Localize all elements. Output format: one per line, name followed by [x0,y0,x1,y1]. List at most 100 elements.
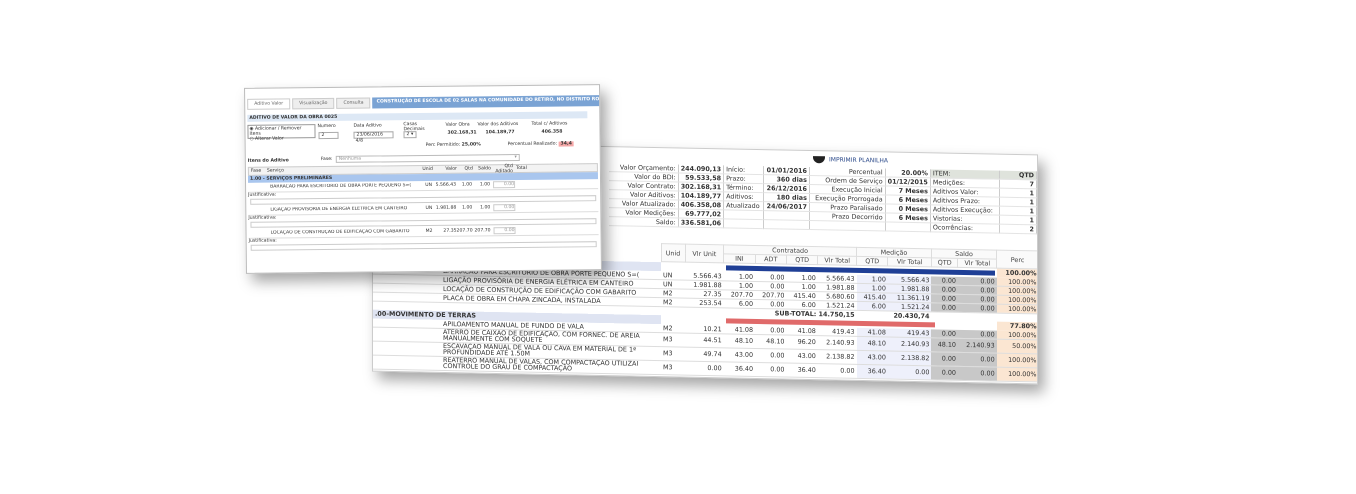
table-cell: 43.00 [786,348,818,364]
summary-cell [885,222,931,233]
aditivo-col: Qtd [464,166,473,172]
table-cell: M2 [661,323,685,333]
aditivo-valor-panel: Aditivo Valor Visualização Consulta CONS… [244,84,602,274]
table-cell: 48.10 [931,337,958,352]
table-cell: 48.10 [723,333,756,348]
summary-cell: 01/01/2016 [763,166,810,176]
table-cell: UN [661,270,685,280]
servico: LIGAÇÃO PROVISÓRIA DE ENERGIA ELÉTRICA E… [270,206,408,213]
table-cell: 0.00 [685,360,724,376]
summary-cell: Término: [723,183,764,193]
summary-cell: 59.533,58 [678,173,724,184]
perc-permitido: Perc Permitido: 25,00% [425,142,481,148]
summary-cell: 24/06/2017 [763,201,810,212]
summary-cell [763,219,810,230]
summary-cell: 302.168,31 [678,182,724,193]
table-cell: 0.00 [931,351,958,366]
table-cell: 0.00 [957,365,997,381]
subheader: Vlr Total [817,255,857,266]
table-cell: 0.00 [817,363,857,378]
aditivo-col: Unid [422,166,433,173]
tab-visualizacao[interactable]: Visualização [292,97,335,110]
perc-realizado: Percentual Realizado: 34,4 [507,141,574,148]
summary-cell: Início: [723,165,764,175]
unid: UN [425,205,433,211]
tab-consulta[interactable]: Consulta [336,97,371,109]
obra-title: CONSTRUÇÃO DE ESCOLA DE 02 SALAS NA COMU… [372,95,600,109]
numero-input[interactable]: 2 [318,131,339,140]
table-cell: 2.138.82 [887,350,932,366]
table-cell: 36.40 [723,361,756,376]
summary-cell: Aditivos: [723,192,764,202]
table-cell: UN [661,279,685,289]
radio-alter-value[interactable]: ○ Alterar Valor [249,136,284,142]
valor-aditivos: 104.189,77 [485,130,515,136]
total-value: 406.358 [541,129,563,135]
saldo: 1.00 [479,182,491,188]
itens-label: Itens do Aditivo [247,158,289,164]
valor: 1.981.88 [435,205,457,211]
table-cell: 0.00 [931,293,958,303]
table-cell: 96.20 [786,334,818,350]
numero-label: Numero [317,123,336,130]
table-cell: 100.00% [996,352,1038,368]
summary-cell: Prazo: [723,174,764,184]
qtd-aditado-input[interactable]: 0.00 [493,181,516,189]
aditivo-col: Saldo [478,166,491,172]
table-cell: 100.00% [996,366,1038,382]
table-cell: 0.00 [755,347,787,363]
table-cell: 50.00% [996,338,1038,354]
print-spreadsheet-link[interactable]: IMPRIMIR PLANILHA [813,156,888,165]
subheader: QTD [931,257,958,268]
table-cell: 0.00 [931,284,958,294]
table-cell: 0.00 [755,361,787,377]
col-unid: Unid [661,243,685,263]
valor-aditivos-label: Valor dos Aditivos [477,121,519,128]
summary-table: Valor Orçamento: 244.090,13 Início: 01/01/2… [609,163,1037,235]
col-perc: Perc [996,250,1038,269]
table-cell: 48.10 [856,335,888,351]
qtd-aditado-input[interactable]: 0.00 [493,227,516,235]
unid: M2 [425,228,433,234]
qtd: 1.00 [461,182,473,188]
total-label: Total c/ Aditivos [531,121,568,127]
aditivo-col: Qtd Aditado [495,163,513,174]
valor-obra: 302.168,31 [447,130,477,136]
fase-label: Fase: [320,156,333,163]
summary-cell [723,219,764,229]
casas-select[interactable]: 2 ▾ [403,131,417,139]
summary-cell: 406.358,08 [678,200,724,211]
unid: UN [425,182,433,188]
qtd: 1.00 [462,205,473,211]
data-input[interactable]: 23/06/2016 [353,131,394,139]
qtd-aditado-input[interactable]: 0.00 [493,204,516,212]
valor: 27.35 [443,228,457,234]
valor-obra-label: Valor Obra [445,122,470,128]
summary-cell [809,220,886,232]
chevron-down-icon: ▾ [514,155,517,161]
table-cell: 2.138.82 [817,349,857,364]
summary-cell: 26/12/2016 [763,183,810,194]
table-cell: 44.51 [685,332,724,348]
aditivo-col: Valor [445,166,457,172]
fase-select[interactable]: Nenhuma ▾ [335,153,520,163]
radio-add-remove[interactable]: ◉ Adicionar / Remover Itens [249,126,302,137]
table-cell: 49.74 [685,346,724,362]
servico: LOCAÇÃO DE CONSTRUÇÃO DE EDIFICAÇÃO COM … [270,229,410,236]
qtd: 207.70 [456,228,473,234]
aditivo-items-table: Fase Serviço Unid Valor Qtd Saldo Qtd Aditado T… [247,163,599,252]
printer-icon [813,156,825,164]
table-cell: 0.00 [957,351,997,367]
table-cell: M2 [661,288,685,298]
summary-cell: 104.189,77 [678,191,724,202]
table-cell: 2.140.93 [817,335,857,350]
summary-cell: 244.090,13 [678,164,724,175]
data-sub: 4/8 [355,138,364,144]
summary-cell: 336.581,06 [678,218,724,229]
summary-cell: Atualizado [723,201,764,211]
tab-aditivo-valor[interactable]: Aditivo Valor [247,98,291,110]
summary-cell: Ocorrências: [930,223,1000,234]
summary-cell: Saldo: [609,216,679,228]
table-cell: M2 [661,297,685,307]
table-cell: 48.10 [755,333,787,349]
